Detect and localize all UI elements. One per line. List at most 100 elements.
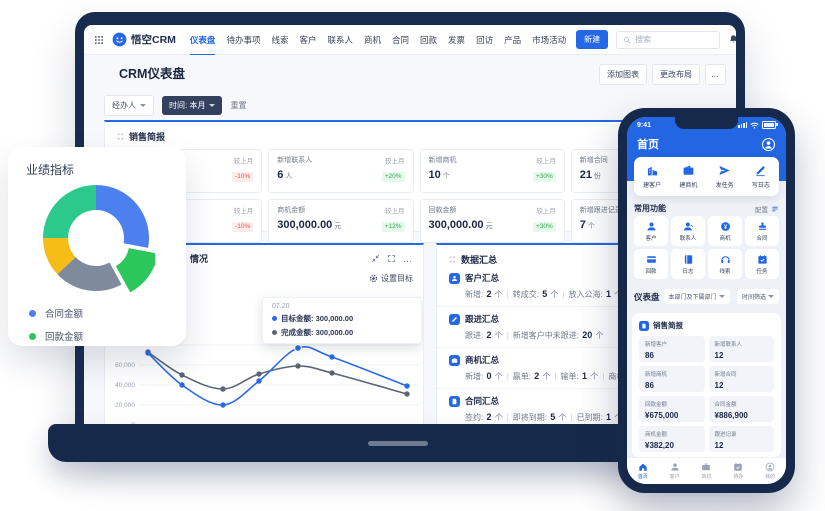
phone-tab[interactable]: 商机 [691, 458, 723, 484]
tile-value: 12 [714, 441, 724, 450]
function-cell[interactable]: 任务 [745, 249, 779, 279]
status-time: 9:41 [637, 121, 652, 129]
tile-value: ¥382,20 [645, 441, 674, 450]
function-icon [646, 254, 657, 265]
phone-stat-tile[interactable]: 新增客户 86 [639, 336, 705, 362]
nav-menu-item[interactable]: 商机 [364, 34, 382, 45]
tab-icon [638, 462, 648, 472]
phone-tab[interactable]: 首页 [627, 458, 659, 484]
brief-stat-card[interactable]: 回款金额 300,000.00 元 较上月 +30% [419, 199, 565, 243]
kpi-legend: 合同金额 回款金额 [29, 306, 83, 352]
phone-stat-tile[interactable]: 新增联系人 12 [708, 336, 774, 362]
function-cell[interactable]: 客户 [634, 216, 668, 246]
department-filter[interactable]: 本部门及下属部门 [663, 289, 730, 304]
chart-more-icon[interactable]: … [403, 253, 413, 264]
phone-tab[interactable]: 待办 [722, 458, 754, 484]
compare-label: 较上月 [233, 158, 254, 165]
function-cell[interactable]: 商机 [708, 216, 742, 246]
summary-row-detail: 跟进: 2 个 | 新增客户中未跟进: 20 个 [465, 330, 604, 340]
summary-row-head: 商机汇总 [449, 354, 716, 366]
time-filter[interactable]: 时间: 本月 [162, 96, 223, 115]
nav-menu-item[interactable]: 仪表盘 [189, 25, 215, 56]
stat-right: 较上月 -10% [232, 205, 254, 237]
function-cell[interactable]: 日志 [671, 249, 705, 279]
configure-button[interactable]: 配置 [755, 204, 779, 214]
owner-filter[interactable]: 经办人 [104, 95, 154, 116]
nav-menu-item[interactable]: 回访 [476, 34, 494, 45]
phone-stat-tile[interactable]: 跟进记录 12 [708, 426, 774, 452]
stat-right: 较上月 +30% [532, 155, 556, 187]
search-icon [623, 36, 631, 44]
common-functions-grid: 客户 联系人 商机 合同 回款 日志 线索 任务 [634, 216, 779, 279]
function-icon [757, 254, 768, 265]
function-cell[interactable]: 合同 [745, 216, 779, 246]
phone-dashboard-title: 仪表盘 [634, 291, 660, 302]
summary-row[interactable]: 跟进汇总 跟进: 2 个 | 新增客户中未跟进: 20 个 [437, 307, 728, 348]
quick-action-label: 发任务 [715, 183, 734, 189]
nav-menu-item[interactable]: 客户 [299, 34, 317, 45]
add-chart-button[interactable]: 添加图表 [599, 64, 647, 85]
function-cell[interactable]: 回款 [634, 249, 668, 279]
apps-grid-icon[interactable] [94, 35, 104, 45]
collapse-icon[interactable] [371, 254, 380, 263]
nav-menu-item[interactable]: 回款 [420, 34, 438, 45]
function-label: 商机 [719, 235, 731, 242]
quick-action[interactable]: 写日志 [743, 157, 779, 196]
drag-handle-icon[interactable] [117, 132, 124, 141]
search-input[interactable]: 搜索 [616, 30, 721, 49]
nav-menu-item[interactable]: 发票 [448, 34, 466, 45]
wifi-icon [750, 122, 759, 129]
change-badge: +20% [381, 171, 405, 182]
quick-action[interactable]: 建商机 [670, 157, 706, 196]
function-icon [683, 221, 694, 232]
nav-menu: 仪表盘 待办事项 线索 客户 联系人 商机 合同 回款 发票 回访 产品 市场活动 [189, 25, 567, 56]
legend-label: 合同金额 [45, 309, 84, 320]
nav-menu-item[interactable]: 市场活动 [532, 34, 567, 45]
stat-left: 新增合同 21 份 [580, 155, 608, 187]
phone-avatar-icon[interactable] [761, 137, 776, 152]
tooltip-series-row: 目标金额: 300,000.00 [272, 313, 412, 324]
caret-down-icon [140, 104, 146, 107]
phone-brief-header: 销售简报 [632, 313, 781, 331]
configure-label: 配置 [755, 206, 768, 214]
fullscreen-icon[interactable] [387, 254, 396, 263]
nav-menu-item[interactable]: 联系人 [327, 34, 353, 45]
svg-text:40,000: 40,000 [115, 382, 135, 389]
new-button[interactable]: 新建 [576, 30, 609, 49]
compare-label: 较上月 [233, 208, 254, 215]
signal-icon [738, 122, 747, 128]
stat-value: 300,000.00 元 [277, 219, 342, 231]
phone-stat-tile[interactable]: 合同金额 ¥886,900 [708, 396, 774, 422]
phone-stat-tile[interactable]: 回款金额 ¥675,000 [639, 396, 705, 422]
tile-label: 回款金额 [645, 402, 668, 408]
page-actions: 添加图表 更改布局 … [599, 64, 726, 85]
phone-stat-tile[interactable]: 新增合同 12 [708, 366, 774, 392]
panel-title: 数据汇总 [437, 245, 728, 266]
brief-stat-card[interactable]: 商机金额 300,000.00 元 较上月 +12% [268, 199, 414, 243]
legend-label: 回款金额 [45, 332, 84, 343]
phone-tab[interactable]: 客户 [659, 458, 691, 484]
notification-bell-icon[interactable] [728, 34, 736, 45]
tile-value: 12 [714, 381, 724, 390]
phone-time-filter[interactable]: 时间筛选 [736, 289, 779, 304]
brief-stat-card[interactable]: 新增商机 10 个 较上月 +30% [419, 149, 565, 193]
nav-menu-item[interactable]: 待办事项 [226, 34, 261, 45]
function-cell[interactable]: 联系人 [671, 216, 705, 246]
kpi-card-title: 业绩指标 [26, 163, 75, 177]
phone-brief-card: 销售简报 新增客户 86 新增联系人 12 新增商机 86 新增合同 12 回款… [632, 313, 781, 457]
nav-menu-item[interactable]: 线索 [271, 34, 289, 45]
phone-stat-tile[interactable]: 商机金额 ¥382,20 [639, 426, 705, 452]
nav-menu-item[interactable]: 产品 [504, 34, 522, 45]
change-layout-button[interactable]: 更改布局 [652, 64, 700, 85]
nav-menu-item[interactable]: 合同 [392, 34, 410, 45]
set-target-button[interactable]: 设置目标 [369, 273, 413, 284]
phone-tab[interactable]: 我的 [754, 458, 786, 484]
phone-stat-tile[interactable]: 新增商机 86 [639, 366, 705, 392]
drag-handle-icon[interactable] [449, 255, 456, 264]
reset-button[interactable]: 重置 [230, 101, 247, 110]
function-cell[interactable]: 线索 [708, 249, 742, 279]
more-button[interactable]: … [705, 64, 726, 85]
quick-action[interactable]: 发任务 [707, 157, 743, 196]
quick-action[interactable]: 建客户 [634, 157, 670, 196]
